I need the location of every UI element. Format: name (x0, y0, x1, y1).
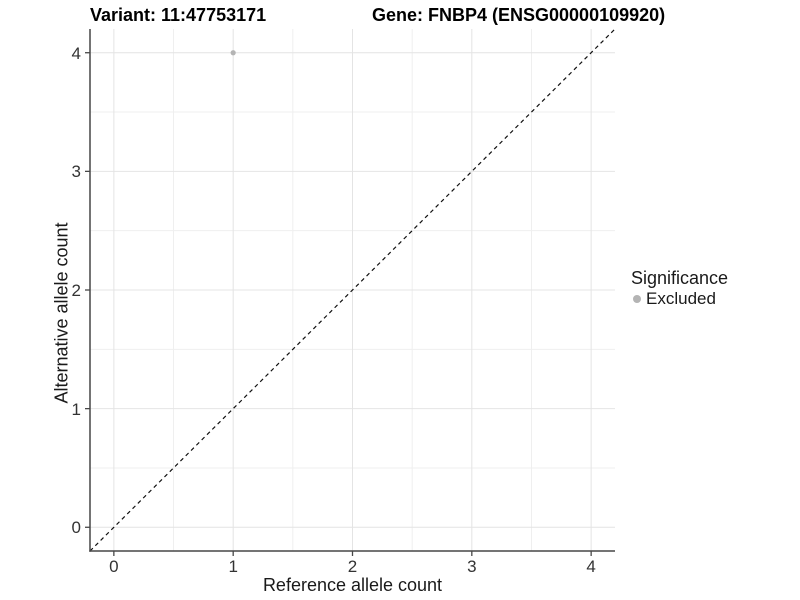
y-axis-tick-label: 0 (71, 518, 81, 538)
y-axis-title: Alternative allele count (51, 222, 72, 404)
x-axis-tick-label: 0 (109, 557, 119, 576)
x-axis-title: Reference allele count (262, 575, 443, 595)
y-axis-tick-label: 2 (71, 281, 81, 300)
x-axis-tick-label: 4 (586, 557, 596, 576)
excluded-point-icon (633, 295, 641, 303)
y-axis-tick-label: 3 (71, 162, 81, 182)
x-axis-tick-label: 2 (347, 557, 358, 576)
y-axis-tick-label: 1 (71, 399, 81, 419)
x-axis-tick-label: 1 (228, 557, 238, 576)
data-point (230, 50, 236, 56)
x-axis-tick-label: 3 (467, 557, 477, 576)
legend-item-excluded: Excluded (631, 289, 728, 309)
plot-title-variant: Variant: 11:47753171 (90, 5, 267, 25)
legend: Significance Excluded (631, 267, 728, 309)
identity-line (89, 28, 616, 552)
legend-title: Significance (631, 268, 729, 288)
y-axis-tick-label: 4 (71, 43, 81, 63)
legend-item-label: Excluded (646, 289, 716, 308)
plot-title-gene: Gene: FNBP4 (ENSG00000109920) (372, 5, 666, 25)
